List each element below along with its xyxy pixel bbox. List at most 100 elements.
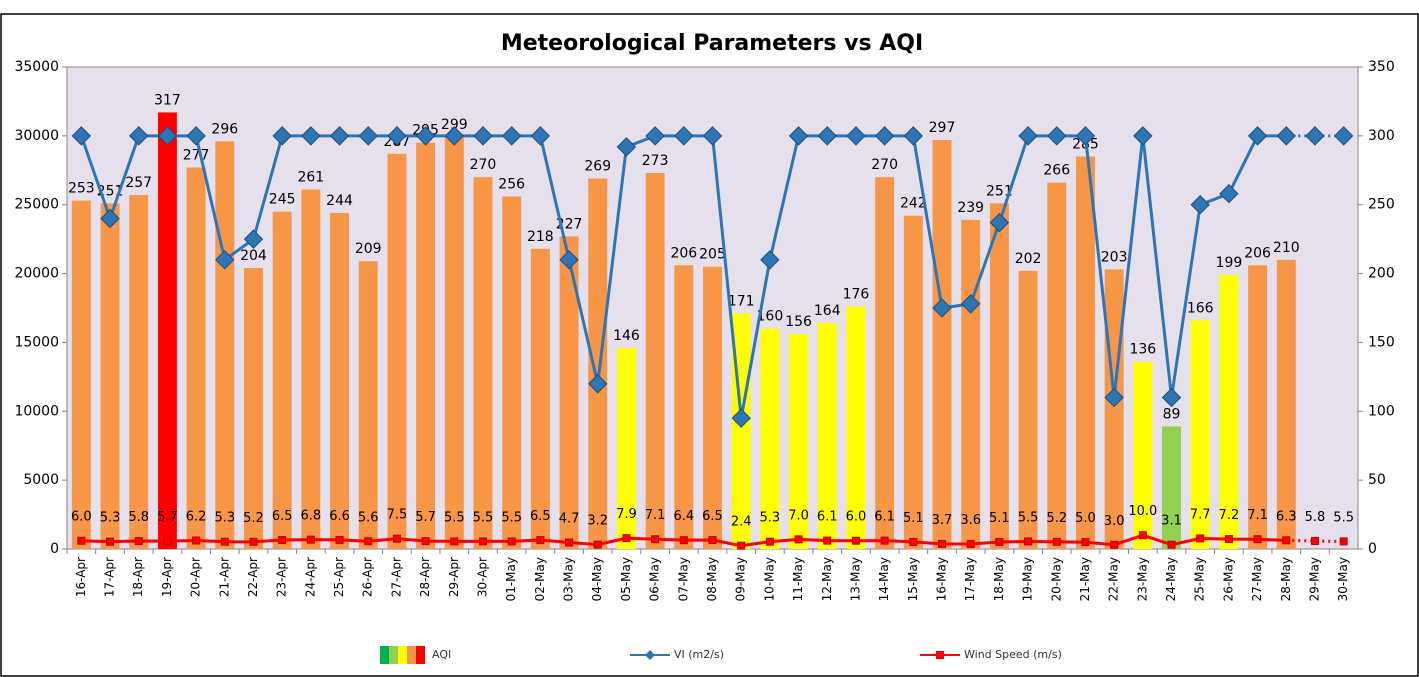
- bar-value-label: 277: [183, 148, 210, 164]
- x-tick-label: 17-Apr: [103, 557, 117, 597]
- marker: [1190, 195, 1210, 215]
- bar-value-label: 242: [900, 196, 927, 212]
- marker: [1276, 126, 1296, 146]
- marker: [1333, 126, 1354, 146]
- x-tick-label: 30-Apr: [475, 557, 489, 597]
- bar: [703, 266, 722, 549]
- bar: [1248, 265, 1268, 549]
- wind-value-label: 5.7: [415, 510, 436, 525]
- marker: [645, 126, 665, 146]
- marker: [903, 126, 924, 146]
- bar-value-label: 269: [584, 159, 611, 175]
- marker: [1253, 535, 1262, 544]
- marker: [1024, 537, 1033, 546]
- wind-value-label: 5.3: [214, 511, 235, 526]
- marker: [421, 537, 430, 546]
- wind-value-label: 7.0: [788, 508, 809, 523]
- wind-value-label: 7.5: [387, 508, 408, 523]
- marker: [788, 126, 809, 146]
- wind-value-label: 4.7: [559, 512, 580, 527]
- wind-value-label: 6.1: [817, 510, 838, 525]
- y-tick-label: 15000: [14, 334, 59, 350]
- marker: [507, 537, 516, 546]
- x-tick-label: 25-Apr: [332, 557, 346, 597]
- wind-value-label: 5.5: [501, 510, 522, 525]
- marker: [1138, 531, 1147, 540]
- marker: [301, 126, 321, 146]
- y-tick-label: 20000: [14, 266, 59, 282]
- marker: [1282, 536, 1291, 545]
- marker: [651, 535, 660, 544]
- bar: [100, 203, 120, 549]
- x-tick-label: 22-Apr: [246, 557, 260, 597]
- x-tick-label: 27-Apr: [389, 557, 403, 597]
- marker: [1224, 535, 1233, 544]
- bar: [932, 139, 952, 549]
- bar-value-label: 160: [757, 309, 784, 325]
- x-tick-label: 23-May: [1135, 557, 1149, 601]
- marker: [536, 536, 545, 545]
- marker: [220, 537, 229, 546]
- x-tick-label: 26-May: [1221, 557, 1235, 601]
- bar: [559, 236, 579, 550]
- bar-value-label: 245: [269, 192, 296, 208]
- marker: [329, 126, 350, 146]
- x-tick-label: 28-Apr: [418, 557, 432, 597]
- bar: [789, 334, 809, 549]
- bar-value-label: 146: [613, 328, 640, 344]
- wind-value-label: 5.7: [157, 510, 178, 525]
- wind-value-label: 5.1: [903, 511, 924, 526]
- wind-value-label: 6.4: [673, 509, 694, 524]
- x-tick-label: 21-May: [1078, 557, 1092, 601]
- wind-value-label: 6.6: [329, 509, 350, 524]
- chart-title: Meteorological Parameters vs AQI: [501, 31, 923, 56]
- marker: [186, 126, 206, 146]
- wind-value-label: 5.5: [1333, 510, 1354, 525]
- wind-value-label: 7.2: [1219, 508, 1240, 523]
- wind-value-label: 3.6: [960, 513, 981, 528]
- bar: [387, 153, 407, 549]
- x-tick-label: 01-May: [504, 557, 518, 601]
- marker: [765, 537, 774, 546]
- marker: [306, 535, 315, 544]
- bar-value-label: 251: [986, 183, 1013, 199]
- bar-value-label: 317: [154, 92, 181, 108]
- wind-value-label: 6.5: [702, 509, 723, 524]
- marker: [1219, 183, 1239, 204]
- wind-value-label: 6.1: [874, 510, 895, 525]
- x-tick-label: 08-May: [705, 557, 719, 601]
- marker: [1075, 126, 1096, 146]
- marker: [737, 541, 746, 550]
- bar: [215, 141, 235, 549]
- x-tick-label: 30-May: [1336, 557, 1350, 601]
- marker: [530, 126, 551, 146]
- bar: [244, 268, 263, 549]
- bar-value-label: 256: [498, 176, 525, 192]
- marker: [1339, 537, 1348, 546]
- wind-value-label: 6.3: [1276, 509, 1297, 524]
- bar-value-label: 164: [814, 303, 841, 319]
- marker: [1305, 126, 1325, 146]
- legend-label: Wind Speed (m/s): [964, 648, 1062, 661]
- wind-value-label: 5.0: [1075, 511, 1096, 526]
- bar-value-label: 203: [1101, 249, 1128, 265]
- marker: [989, 212, 1010, 233]
- marker: [1133, 126, 1153, 146]
- bar-value-label: 299: [441, 117, 468, 133]
- x-tick-label: 03-May: [562, 557, 576, 601]
- marker: [817, 126, 837, 146]
- bar: [129, 195, 149, 549]
- bar-value-label: 176: [843, 287, 870, 303]
- bar: [157, 112, 177, 550]
- marker: [622, 534, 631, 543]
- marker: [387, 126, 407, 146]
- bar-value-label: 266: [1043, 163, 1070, 179]
- bar-value-label: 218: [527, 229, 554, 245]
- bar: [1018, 270, 1038, 549]
- marker: [794, 535, 803, 544]
- y2-tick-label: 250: [1368, 197, 1395, 213]
- bar: [961, 219, 981, 549]
- y-tick-label: 10000: [14, 403, 59, 419]
- wind-value-label: 5.5: [1018, 510, 1039, 525]
